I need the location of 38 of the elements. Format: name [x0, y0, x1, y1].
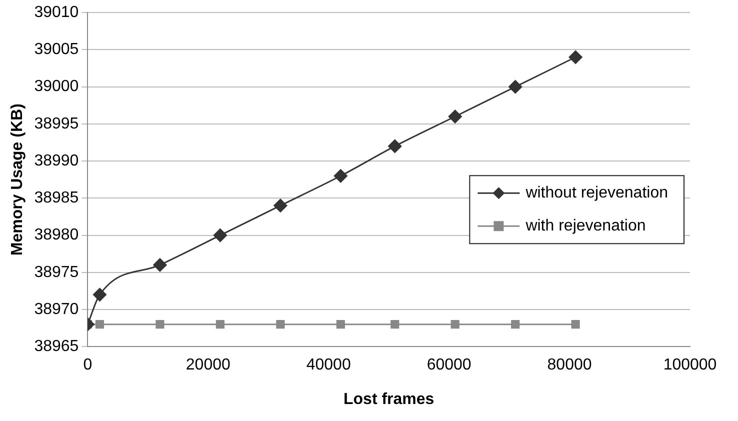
y-tick-label: 38980 — [34, 226, 79, 244]
point — [276, 320, 285, 329]
x-tick-label: 100000 — [663, 356, 717, 374]
legend-label: with rejevenation — [524, 218, 646, 235]
point — [153, 258, 167, 272]
point — [213, 228, 227, 242]
y-tick-label: 39000 — [34, 78, 79, 96]
x-tick-label: 0 — [83, 356, 92, 374]
legend-label: without rejevenation — [524, 184, 668, 202]
point — [511, 320, 520, 329]
x-axis-title: Lost frames — [343, 390, 434, 408]
point — [508, 80, 522, 94]
y-tick-label: 38965 — [34, 338, 79, 356]
point — [571, 320, 580, 329]
x-tick-label: 20000 — [186, 356, 230, 374]
point — [448, 110, 462, 124]
x-tick-label: 80000 — [547, 356, 592, 374]
y-tick-label: 39005 — [34, 41, 79, 58]
point — [388, 139, 402, 153]
y-tick-label: 38985 — [34, 190, 79, 207]
point — [568, 50, 582, 64]
point — [390, 320, 400, 329]
y-tick-label: 38990 — [34, 152, 79, 170]
y-tick-label: 38975 — [34, 264, 79, 281]
x-tick-label: 60000 — [426, 356, 472, 374]
point — [336, 320, 345, 329]
point — [450, 320, 460, 329]
x-tick-label: 40000 — [306, 356, 351, 374]
point — [334, 169, 348, 183]
point — [156, 320, 164, 329]
point — [95, 320, 104, 329]
point — [92, 288, 106, 302]
point — [216, 320, 224, 329]
y-tick-label: 38970 — [34, 300, 79, 318]
y-tick-label: 39010 — [34, 4, 79, 22]
point — [274, 198, 288, 212]
y-tick-label: 38995 — [34, 115, 79, 132]
y-axis-title: Memory Usage (KB) — [9, 104, 26, 256]
